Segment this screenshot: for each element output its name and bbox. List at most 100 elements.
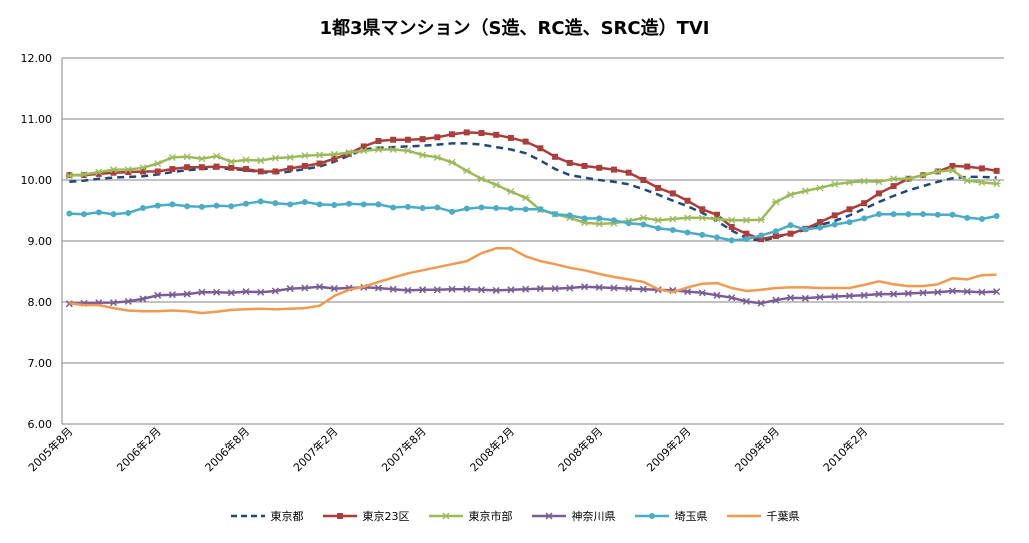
data-point (639, 214, 648, 222)
data-point (669, 227, 676, 234)
x-tick-label: 2005年8月 (25, 424, 75, 474)
data-point (477, 175, 486, 183)
data-point (506, 188, 515, 196)
data-point (757, 216, 766, 224)
data-point (213, 202, 220, 209)
data-point (110, 169, 117, 176)
series-line-4 (69, 285, 997, 306)
chart-title: 1都3県マンション（S造、RC造、SRC造）TVI (319, 18, 710, 39)
data-point (286, 153, 295, 161)
data-point (287, 165, 294, 172)
data-point (434, 134, 441, 141)
legend-label: 神奈川県 (571, 510, 616, 523)
data-point (713, 234, 720, 241)
data-point (640, 221, 647, 228)
data-point (831, 221, 838, 228)
data-point (787, 230, 794, 237)
data-point (728, 223, 735, 230)
data-point (462, 167, 471, 175)
data-point (919, 171, 928, 179)
series-line-2 (69, 131, 997, 241)
data-point (537, 145, 544, 152)
data-point (359, 147, 368, 155)
data-point (300, 152, 309, 160)
data-point (419, 286, 427, 294)
data-point (271, 154, 280, 162)
data-point (345, 149, 354, 157)
data-point (743, 230, 750, 237)
data-point (404, 136, 411, 143)
x-tick-label: 2006年8月 (202, 424, 252, 474)
legend-swatch (726, 514, 761, 518)
data-point (625, 285, 633, 293)
data-point (993, 288, 1001, 296)
series-line-5 (69, 200, 997, 242)
data-point (772, 296, 780, 304)
data-point (184, 164, 191, 171)
data-point (228, 203, 235, 210)
data-point (139, 205, 146, 212)
data-point (581, 162, 588, 169)
data-point (552, 211, 559, 218)
data-point (595, 220, 604, 228)
data-point (699, 206, 706, 213)
y-tick-label: 11.00 (21, 113, 53, 126)
legend-label: 東京都 (270, 510, 304, 523)
data-point (875, 190, 882, 197)
data-point (168, 153, 177, 161)
data-point (449, 208, 456, 215)
data-point (197, 155, 206, 163)
legend-label: 埼玉県 (674, 510, 708, 523)
x-tick-label: 2010年2月 (820, 424, 870, 474)
data-point (831, 212, 838, 219)
data-point (640, 177, 647, 183)
x-tick-label: 2009年8月 (732, 424, 782, 474)
data-point (552, 153, 559, 160)
data-point (522, 285, 530, 293)
data-point (728, 237, 735, 244)
data-point (639, 285, 647, 293)
data-point (727, 216, 736, 224)
data-point (389, 146, 398, 153)
legend-label: 東京23区 (362, 510, 410, 523)
data-point (787, 294, 795, 302)
data-point (830, 180, 839, 188)
data-point (683, 214, 692, 222)
data-point (580, 219, 589, 227)
data-point (404, 203, 411, 210)
data-point (125, 169, 132, 176)
data-point (183, 290, 191, 298)
data-point (757, 299, 765, 307)
data-point (448, 158, 457, 166)
data-point (846, 206, 853, 213)
data-point (330, 150, 339, 158)
data-point (566, 212, 573, 219)
data-point (802, 226, 809, 233)
data-point (610, 217, 617, 224)
data-point (537, 206, 544, 213)
data-point (610, 284, 618, 292)
data-point (360, 143, 367, 150)
data-point (448, 285, 456, 293)
data-point (463, 129, 470, 136)
data-point (271, 287, 279, 295)
data-point (566, 159, 573, 166)
data-point (242, 288, 250, 296)
data-point (153, 160, 162, 167)
data-point (963, 288, 971, 296)
data-point (861, 200, 868, 207)
data-point (301, 284, 309, 292)
data-point (139, 295, 147, 303)
data-point (492, 286, 500, 294)
data-point (507, 205, 514, 212)
data-point (610, 166, 617, 173)
legend-item: 東京市部 (428, 508, 513, 524)
data-point (846, 219, 853, 226)
data-point (227, 289, 235, 297)
data-point (183, 153, 192, 161)
data-point (198, 203, 205, 210)
data-point (949, 162, 956, 169)
data-point (772, 228, 779, 235)
data-point (168, 291, 176, 299)
data-point (816, 184, 825, 192)
